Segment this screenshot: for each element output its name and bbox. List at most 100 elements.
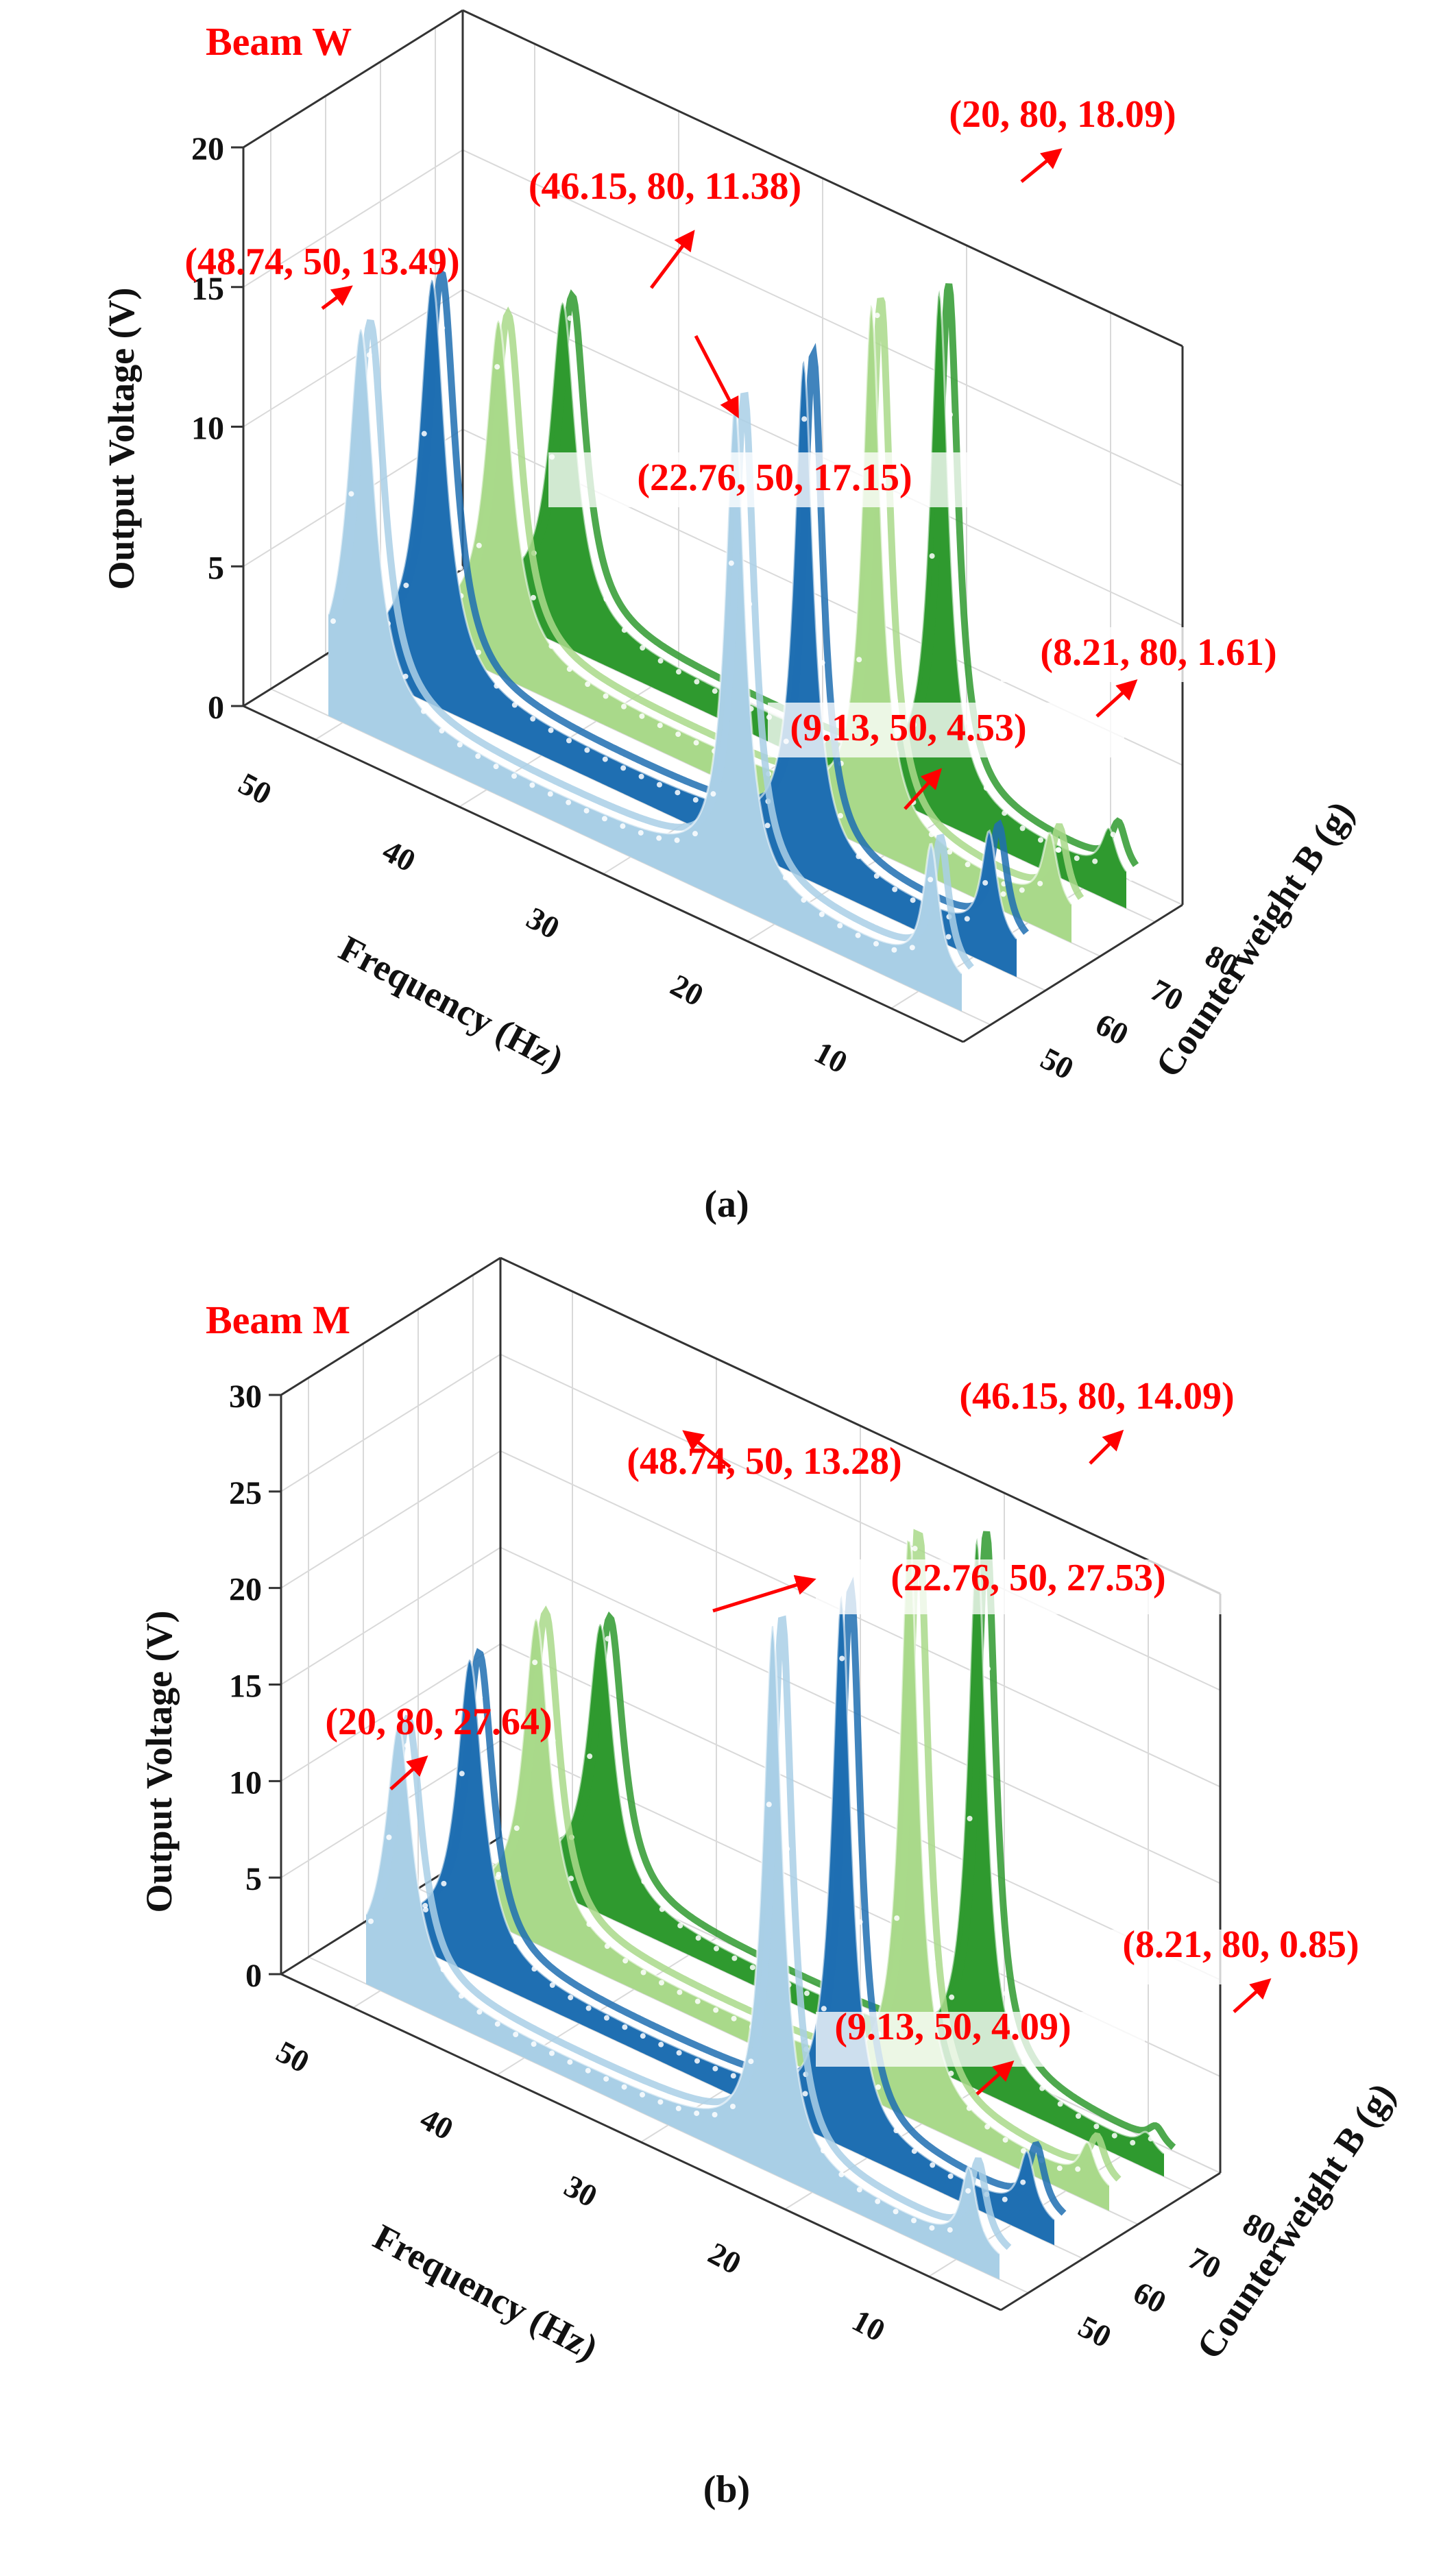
y-tick-label: 50 — [1073, 2309, 1117, 2355]
data-point — [638, 773, 644, 779]
z-axis-title: Output Voltage (V) — [138, 1610, 180, 1912]
data-point — [983, 785, 989, 791]
data-point — [1056, 2223, 1062, 2229]
data-point — [677, 1989, 683, 1995]
data-point — [1003, 1991, 1009, 1997]
data-point — [837, 923, 843, 929]
x-tick-label: 20 — [665, 967, 710, 1013]
data-point — [1019, 887, 1025, 893]
axis-line — [280, 1256, 501, 1396]
data-point — [1074, 908, 1079, 914]
data-point — [603, 693, 609, 699]
z-tick-label: 20 — [229, 1572, 262, 1608]
x-tick-label: 40 — [415, 2101, 459, 2147]
data-point — [819, 659, 825, 666]
data-point — [677, 1923, 683, 1929]
data-point — [1002, 2196, 1008, 2202]
data-point — [674, 837, 680, 843]
data-point — [1093, 2124, 1100, 2130]
annotation-arrow — [321, 285, 353, 310]
annotation-backdrop — [768, 703, 1124, 757]
data-point — [638, 829, 644, 836]
data-point — [513, 2032, 519, 2038]
data-point — [1092, 858, 1098, 864]
data-point — [875, 2084, 881, 2090]
data-point — [728, 560, 734, 566]
axis-line — [1000, 2172, 1221, 2311]
data-point — [891, 947, 897, 953]
data-point — [857, 1919, 863, 1925]
data-point — [493, 764, 499, 770]
data-point — [894, 1915, 900, 1921]
data-point — [585, 2067, 591, 2074]
annotation-arrow — [1020, 148, 1063, 183]
data-point — [1128, 875, 1134, 882]
data-point — [1002, 2257, 1007, 2263]
data-point — [802, 2091, 808, 2097]
data-point — [801, 897, 807, 903]
data-point — [1038, 2189, 1044, 2196]
data-point — [439, 325, 446, 331]
z-tick-label: 15 — [229, 1668, 262, 1705]
annotation-backdrop — [816, 2012, 1145, 2067]
data-point — [567, 315, 573, 321]
data-point — [512, 447, 518, 453]
data-point — [947, 411, 953, 417]
z-tick-label: 30 — [229, 1378, 262, 1415]
data-point — [730, 2103, 736, 2109]
data-point — [330, 618, 336, 624]
data-point — [439, 728, 445, 734]
data-point — [676, 669, 681, 675]
annotation-backdrop — [1080, 1930, 1422, 1984]
data-point — [348, 491, 354, 497]
data-point — [892, 886, 898, 892]
x-axis-title: Frequency (Hz) — [367, 2216, 604, 2368]
data-point — [657, 781, 662, 788]
data-point — [875, 2198, 881, 2204]
data-point — [602, 756, 608, 762]
series-50g — [327, 319, 974, 1012]
data-point — [658, 2041, 664, 2048]
annotation-label: (9.13, 50, 4.09) — [834, 2006, 1071, 2048]
data-point — [930, 2162, 936, 2168]
data-point — [586, 1921, 592, 1928]
annotation-label: (22.76, 50, 17.15) — [637, 457, 912, 499]
z-tick-label: 10 — [229, 1764, 262, 1801]
data-point — [368, 1918, 374, 1924]
data-point — [568, 1875, 574, 1882]
data-point — [1110, 831, 1116, 838]
data-point — [694, 2058, 700, 2064]
x-tick-label: 10 — [847, 2302, 891, 2348]
data-point — [856, 2187, 862, 2193]
chart-title: Beam M — [206, 1298, 350, 1342]
data-point — [423, 1906, 428, 1912]
data-point — [945, 934, 952, 940]
data-point — [1076, 2113, 1081, 2119]
data-point — [531, 1966, 537, 1972]
data-point — [712, 2111, 718, 2117]
data-point — [985, 1666, 991, 1672]
data-point — [531, 2041, 537, 2048]
data-point — [1074, 855, 1080, 861]
data-point — [710, 791, 716, 797]
data-point — [856, 657, 862, 663]
data-point — [764, 823, 771, 829]
data-point — [1019, 943, 1024, 949]
data-point — [494, 2021, 500, 2027]
data-point — [476, 542, 482, 548]
z-tick-label: 0 — [245, 1958, 262, 1994]
data-point — [965, 2188, 971, 2194]
data-point — [731, 2015, 737, 2021]
data-point — [819, 911, 825, 917]
data-point — [839, 1655, 845, 1662]
data-point — [604, 2015, 609, 2021]
annotation-label: (46.15, 80, 14.09) — [959, 1375, 1234, 1418]
data-point — [1093, 2152, 1099, 2159]
annotation-arrow — [712, 1575, 816, 1613]
data-point — [749, 1965, 755, 1971]
data-point — [641, 1878, 647, 1884]
data-point — [964, 977, 969, 984]
data-point — [801, 416, 808, 422]
data-point — [495, 1874, 501, 1880]
